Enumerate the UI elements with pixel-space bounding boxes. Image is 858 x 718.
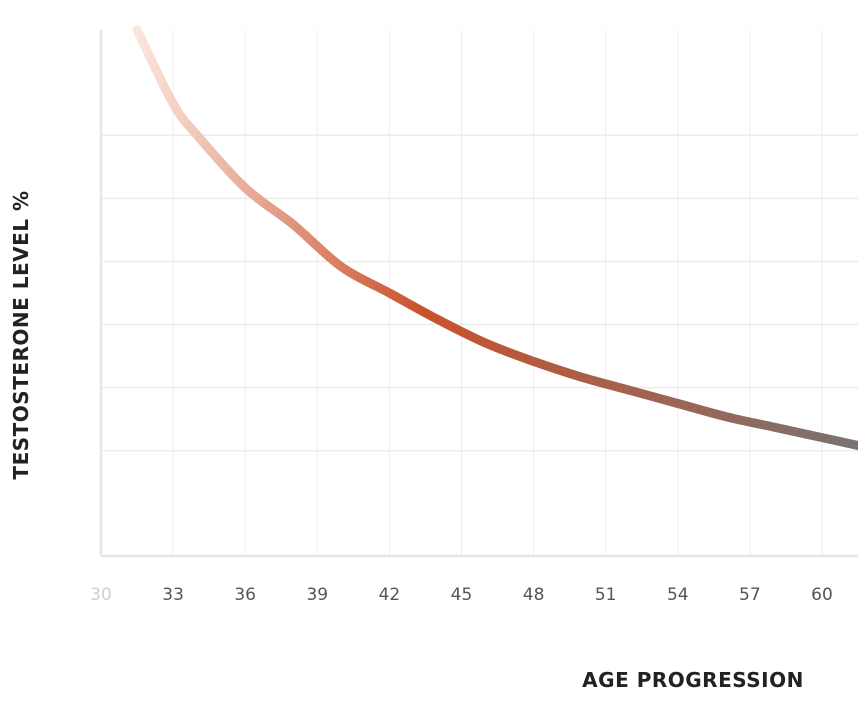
- x-tick-labels: 30 33 36 39 42 45 48 51 54 57 60: [90, 585, 833, 605]
- y-axis-title: TESTOSTERONE LEVEL %: [9, 190, 33, 479]
- x-tick-label: 33: [162, 585, 184, 605]
- x-tick-label: 51: [595, 585, 617, 605]
- x-tick-label: 57: [739, 585, 761, 605]
- axes: [99, 30, 858, 558]
- grid: [101, 30, 858, 556]
- x-tick-label: 45: [451, 585, 473, 605]
- x-axis-title: AGE PROGRESSION: [582, 668, 804, 692]
- x-tick-label: 39: [306, 585, 328, 605]
- series: [132, 25, 858, 450]
- x-tick-label: 48: [523, 585, 545, 605]
- x-tick-label: 30: [90, 585, 112, 605]
- x-tick-label: 42: [379, 585, 401, 605]
- x-tick-label: 60: [811, 585, 833, 605]
- testosterone-curve: [132, 25, 858, 450]
- x-tick-label: 54: [667, 585, 689, 605]
- x-tick-label: 36: [234, 585, 256, 605]
